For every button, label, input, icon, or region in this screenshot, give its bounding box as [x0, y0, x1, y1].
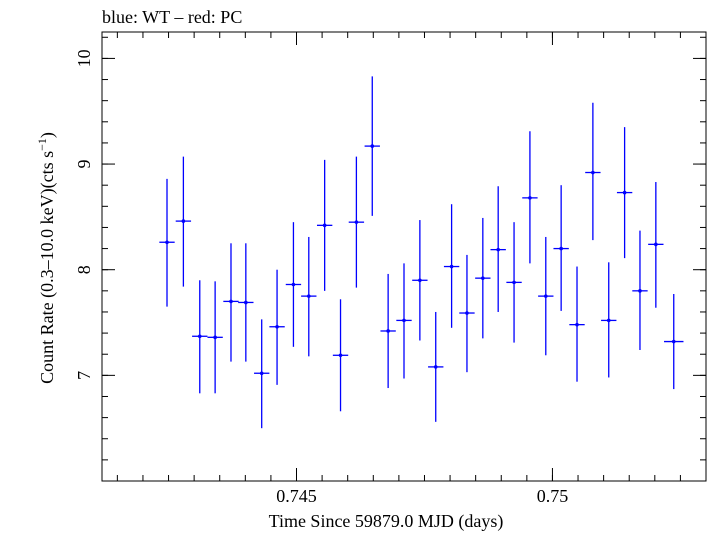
data-point — [522, 131, 538, 264]
data-point — [601, 262, 617, 378]
y-axis-label-main: Count Rate (0.3–10.0 keV)(cts s — [37, 151, 58, 384]
x-axis-label: Time Since 59879.0 MJD (days) — [269, 511, 504, 532]
data-point-marker — [671, 339, 676, 344]
data-point — [207, 281, 223, 394]
data-point — [538, 236, 554, 356]
data-point — [412, 220, 428, 341]
data-point-marker — [481, 276, 485, 280]
data-point — [632, 230, 648, 350]
data-point-marker — [638, 289, 642, 293]
data-point — [506, 222, 522, 343]
data-point — [269, 269, 285, 385]
data-point — [664, 294, 684, 390]
data-point — [159, 178, 175, 307]
data-point — [475, 217, 491, 339]
data-point-marker — [512, 280, 516, 285]
data-point-marker — [370, 144, 375, 148]
data-point-marker — [528, 196, 532, 200]
data-point-marker — [543, 294, 548, 298]
data-point — [428, 311, 444, 422]
data-point — [553, 185, 569, 311]
chart-title: blue: WT – red: PC — [102, 7, 242, 27]
data-point — [616, 127, 633, 259]
data-point — [569, 266, 585, 382]
data-point-marker — [259, 371, 264, 376]
data-point-marker — [213, 335, 217, 340]
data-point — [348, 156, 365, 288]
data-point — [443, 204, 460, 328]
data-point-marker — [275, 324, 279, 329]
y-tick-label: 9 — [74, 160, 94, 169]
data-point — [316, 159, 333, 291]
data-point-marker — [622, 190, 627, 195]
data-point-marker — [654, 242, 658, 247]
data-point — [192, 280, 208, 394]
y-tick-label: 10 — [74, 49, 94, 67]
data-point — [254, 319, 270, 429]
data-point-marker — [181, 219, 186, 223]
data-point-marker — [591, 170, 595, 175]
data-point — [380, 273, 396, 389]
data-point-marker — [465, 311, 469, 315]
data-point — [648, 182, 664, 308]
data-point — [585, 102, 601, 241]
data-point-marker — [338, 353, 343, 358]
data-point-marker — [386, 329, 390, 333]
data-point-marker — [322, 223, 327, 228]
data-point — [490, 186, 506, 312]
data-point-marker — [354, 220, 359, 224]
plot-frame — [101, 31, 707, 482]
data-point — [459, 254, 475, 373]
data-point-marker — [449, 264, 454, 269]
data-point-marker — [165, 240, 169, 245]
y-axis-label: Count Rate (0.3–10.0 keV)(cts s−1) — [35, 132, 58, 384]
data-points — [159, 76, 684, 429]
data-point-marker — [402, 318, 406, 323]
axis-tick-labels: 0.745 0.75 7 8 9 10 — [74, 49, 568, 506]
data-point — [175, 156, 192, 287]
data-point-marker — [197, 334, 202, 339]
data-point — [285, 222, 302, 347]
y-tick-label: 7 — [74, 371, 94, 380]
data-point-marker — [559, 246, 563, 251]
data-point-marker — [291, 282, 296, 287]
data-point-marker — [244, 300, 248, 305]
data-point-marker — [433, 365, 438, 369]
x-tick-label: 0.745 — [276, 486, 317, 506]
data-point — [396, 263, 412, 379]
data-point — [332, 299, 349, 412]
axis-ticks — [102, 32, 707, 482]
y-tick-label: 8 — [74, 265, 94, 274]
data-point — [364, 76, 380, 216]
data-point-marker — [575, 322, 579, 327]
data-point-marker — [306, 294, 311, 298]
data-point-marker — [496, 247, 500, 252]
data-point-marker — [418, 278, 422, 283]
y-axis-label-close: ) — [37, 132, 58, 138]
data-point-marker — [229, 299, 233, 304]
x-tick-label: 0.75 — [537, 486, 569, 506]
data-point — [238, 243, 254, 362]
y-axis-label-exponent: −1 — [35, 138, 49, 151]
data-point — [301, 236, 317, 357]
data-point — [223, 243, 239, 362]
data-point-marker — [606, 318, 611, 323]
